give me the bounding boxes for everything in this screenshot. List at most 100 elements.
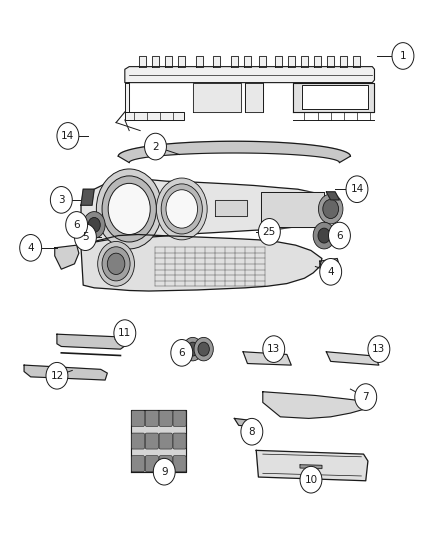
Circle shape: [368, 336, 390, 362]
Circle shape: [145, 133, 166, 160]
Circle shape: [102, 176, 156, 242]
Circle shape: [392, 43, 414, 69]
Polygon shape: [215, 200, 247, 216]
Circle shape: [318, 194, 343, 224]
Text: 7: 7: [362, 392, 369, 402]
Polygon shape: [81, 189, 94, 205]
Text: 8: 8: [248, 427, 255, 437]
FancyBboxPatch shape: [145, 410, 159, 426]
FancyBboxPatch shape: [145, 456, 159, 472]
Polygon shape: [340, 56, 347, 67]
Text: 3: 3: [58, 195, 65, 205]
Circle shape: [166, 190, 198, 228]
Polygon shape: [55, 245, 79, 269]
FancyBboxPatch shape: [173, 410, 186, 426]
Polygon shape: [327, 56, 334, 67]
FancyBboxPatch shape: [173, 433, 186, 449]
Polygon shape: [193, 83, 241, 112]
Polygon shape: [24, 365, 107, 380]
Circle shape: [161, 184, 202, 234]
Text: 6: 6: [178, 348, 185, 358]
Polygon shape: [245, 83, 263, 112]
Text: 9: 9: [161, 467, 168, 477]
Polygon shape: [196, 56, 203, 67]
FancyBboxPatch shape: [131, 433, 145, 449]
Text: 13: 13: [267, 344, 280, 354]
Polygon shape: [302, 85, 368, 109]
Circle shape: [50, 187, 72, 213]
Circle shape: [20, 235, 42, 261]
FancyBboxPatch shape: [131, 456, 145, 472]
Text: 10: 10: [304, 475, 318, 484]
FancyBboxPatch shape: [173, 456, 186, 472]
Text: 13: 13: [372, 344, 385, 354]
Circle shape: [153, 458, 175, 485]
Circle shape: [328, 222, 350, 249]
Text: 25: 25: [263, 227, 276, 237]
Polygon shape: [243, 352, 291, 365]
Circle shape: [107, 253, 125, 274]
Polygon shape: [301, 56, 308, 67]
Circle shape: [320, 259, 342, 285]
Circle shape: [187, 342, 198, 356]
Polygon shape: [320, 259, 339, 280]
Polygon shape: [178, 56, 185, 67]
Circle shape: [46, 362, 68, 389]
Text: 14: 14: [350, 184, 364, 194]
Text: 2: 2: [152, 142, 159, 151]
Polygon shape: [244, 56, 251, 67]
Text: 11: 11: [118, 328, 131, 338]
Circle shape: [198, 342, 209, 356]
Text: 4: 4: [327, 267, 334, 277]
Polygon shape: [152, 56, 159, 67]
Text: 14: 14: [61, 131, 74, 141]
Text: 5: 5: [82, 232, 89, 242]
Circle shape: [313, 222, 335, 249]
Polygon shape: [231, 56, 238, 67]
Circle shape: [98, 241, 134, 286]
Circle shape: [102, 247, 130, 281]
Circle shape: [241, 418, 263, 445]
Polygon shape: [314, 56, 321, 67]
Polygon shape: [125, 67, 374, 83]
Polygon shape: [125, 112, 184, 120]
Polygon shape: [131, 410, 186, 472]
Polygon shape: [125, 83, 129, 112]
Polygon shape: [256, 450, 368, 481]
Polygon shape: [300, 465, 322, 469]
Polygon shape: [288, 56, 295, 67]
Polygon shape: [326, 192, 339, 200]
Circle shape: [66, 212, 88, 238]
Circle shape: [83, 212, 105, 238]
Polygon shape: [261, 192, 324, 227]
Circle shape: [355, 384, 377, 410]
Circle shape: [183, 337, 202, 361]
Circle shape: [300, 466, 322, 493]
Circle shape: [346, 176, 368, 203]
Circle shape: [263, 336, 285, 362]
FancyBboxPatch shape: [159, 456, 172, 472]
Text: 6: 6: [73, 220, 80, 230]
Polygon shape: [259, 56, 266, 67]
Text: 6: 6: [336, 231, 343, 240]
Circle shape: [156, 178, 207, 240]
Circle shape: [194, 337, 213, 361]
Circle shape: [96, 169, 162, 249]
Polygon shape: [81, 179, 333, 245]
Polygon shape: [81, 235, 322, 291]
FancyBboxPatch shape: [159, 433, 172, 449]
Circle shape: [323, 199, 339, 219]
Polygon shape: [234, 418, 258, 427]
Polygon shape: [326, 352, 379, 365]
Circle shape: [258, 219, 280, 245]
Polygon shape: [139, 56, 146, 67]
Polygon shape: [353, 56, 360, 67]
Polygon shape: [165, 56, 172, 67]
Circle shape: [108, 183, 150, 235]
Polygon shape: [275, 56, 282, 67]
Polygon shape: [57, 334, 125, 349]
Circle shape: [318, 228, 330, 243]
Polygon shape: [263, 392, 368, 418]
Circle shape: [88, 217, 100, 232]
Circle shape: [114, 320, 136, 346]
